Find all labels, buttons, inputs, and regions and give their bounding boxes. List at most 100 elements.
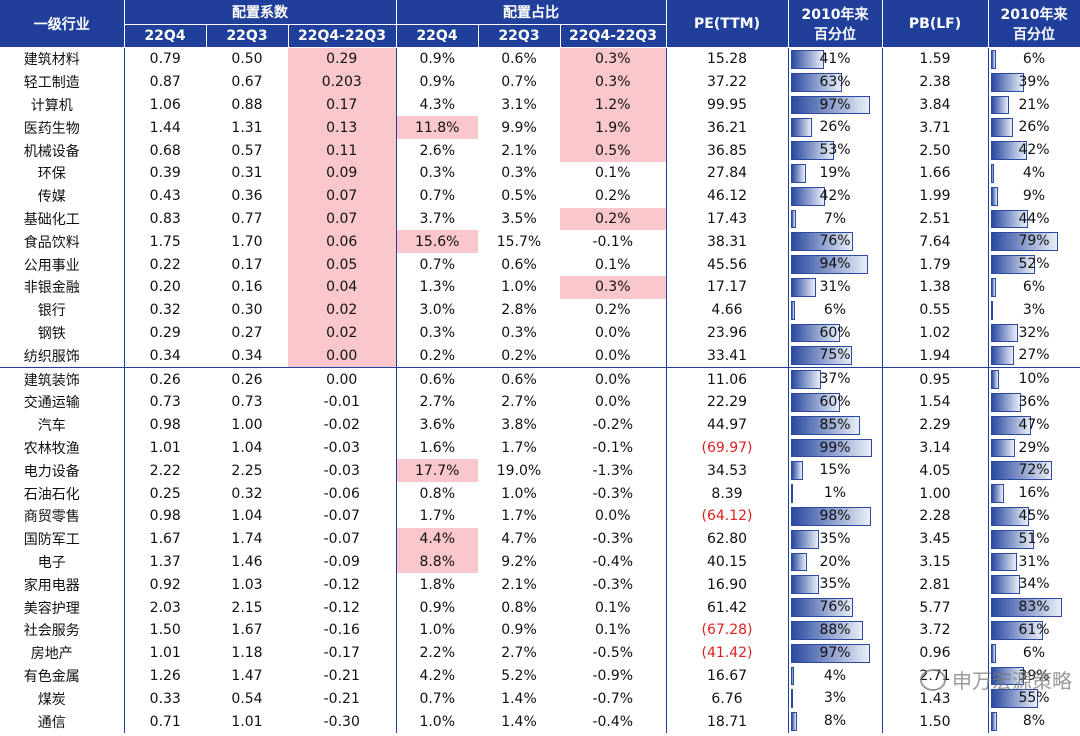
percentile-text: 26%: [819, 119, 851, 136]
pe-percentile: 4%: [788, 664, 883, 688]
coef-diff: -0.07: [288, 504, 397, 528]
pe-percentile: 31%: [788, 275, 883, 299]
pb-value: 0.55: [882, 298, 989, 322]
coef-q3: 1.04: [231, 508, 263, 525]
ratio-q3: 2.8%: [501, 302, 537, 319]
pe-value: 27.84: [666, 161, 789, 185]
header-ratio-q3: 22Q3: [478, 24, 561, 48]
coef-q3: 0.17: [231, 256, 263, 273]
coef-q3: 1.18: [231, 645, 263, 662]
pb-percentile: 42%: [988, 139, 1080, 162]
pb-percentile: 39%: [988, 664, 1080, 688]
coef-q4: 1.37: [149, 553, 181, 570]
coef-q3: 0.57: [231, 142, 263, 159]
percentile-bar: [790, 50, 825, 69]
percentile-bar: [990, 529, 1035, 549]
coef-diff: 0.29: [288, 47, 397, 71]
ratio-q4: 2.7%: [419, 394, 456, 411]
table-row: 基础化工 0.83 0.77 0.07 3.7% 3.5% 0.2% 17.43 7% 2.51 4…: [0, 207, 1080, 231]
coef-diff: 0.05: [288, 253, 397, 276]
coef-q4: 0.33: [149, 690, 181, 707]
industry-name: 有色金属: [0, 664, 125, 688]
percentile-text: 37%: [819, 371, 851, 388]
pb-value: 1.66: [882, 161, 989, 185]
percentile-text: 55%: [1018, 690, 1050, 707]
coef-q4: 0.20: [149, 279, 181, 296]
pb-percentile: 39%: [988, 70, 1080, 94]
industry-name: 纺织服饰: [0, 344, 125, 368]
pb-percentile: 45%: [988, 504, 1080, 528]
pb-value: 2.51: [882, 207, 989, 231]
ratio-q4: 2.6%: [419, 142, 456, 159]
table-row: 银行 0.32 0.30 0.02 3.0% 2.8% 0.2% 4.66 6% 0.55 3%: [0, 298, 1080, 322]
pe-value: 36.85: [666, 139, 789, 162]
percentile-bar: [790, 575, 820, 595]
coef-q3: 1.04: [231, 439, 263, 456]
pe-value: 6.76: [666, 687, 789, 711]
percentile-text: 39%: [1018, 73, 1050, 90]
percentile-text: 52%: [1018, 256, 1050, 273]
ratio-q4: 1.7%: [419, 508, 456, 525]
percentile-bar: [790, 370, 821, 389]
industry-name: 石油石化: [0, 482, 125, 505]
coef-diff: -0.17: [288, 641, 397, 665]
percentile-text: 1%: [823, 485, 847, 502]
pe-value: 37.22: [666, 70, 789, 94]
ratio-diff: -0.3%: [560, 527, 667, 551]
table-row: 汽车 0.98 1.00 -0.02 3.6% 3.8% -0.2% 44.97 85% 2.29…: [0, 413, 1080, 437]
coef-q4: 0.39: [149, 165, 181, 182]
ratio-diff: 0.2%: [560, 207, 667, 231]
percentile-bar: [990, 141, 1027, 160]
pe-value: (69.97): [666, 436, 789, 460]
coef-q4: 0.43: [149, 188, 181, 205]
ratio-diff: 0.0%: [560, 321, 667, 345]
pe-value: 45.56: [666, 253, 789, 276]
pb-percentile: 79%: [988, 230, 1080, 254]
ratio-q3: 0.6%: [501, 51, 537, 68]
ratio-q3: 15.7%: [496, 233, 542, 250]
coef-diff: 0.04: [288, 275, 397, 299]
pe-percentile: 97%: [788, 93, 883, 117]
pb-value: 4.05: [882, 459, 989, 483]
pb-value: 1.79: [882, 253, 989, 276]
table-row: 环保 0.39 0.31 0.09 0.3% 0.3% 0.1% 27.84 19% 1.66 4%: [0, 161, 1080, 185]
ratio-q3: 1.7%: [501, 439, 537, 456]
ratio-q4: 0.7%: [419, 256, 456, 273]
percentile-bar: [990, 118, 1013, 138]
industry-name: 农林牧渔: [0, 436, 125, 460]
ratio-q3: 9.9%: [501, 119, 537, 136]
coef-q3: 1.47: [231, 667, 263, 684]
pb-value: 3.72: [882, 618, 989, 642]
pe-percentile: 19%: [788, 161, 883, 185]
ratio-diff: 0.3%: [560, 70, 667, 94]
percentile-bar: [790, 712, 798, 731]
pb-percentile: 6%: [988, 275, 1080, 299]
percentile-text: 72%: [1018, 462, 1050, 479]
ratio-q4: 4.3%: [419, 96, 456, 113]
pb-percentile: 55%: [988, 687, 1080, 711]
ratio-q4: 0.7%: [419, 188, 456, 205]
ratio-q3: 19.0%: [496, 462, 542, 479]
industry-name: 煤炭: [0, 687, 125, 711]
coef-diff: 0.07: [288, 207, 397, 231]
percentile-text: 35%: [819, 530, 851, 547]
coef-q3: 1.67: [231, 622, 263, 639]
pb-percentile: 29%: [988, 436, 1080, 460]
header-group-ratio: 配置占比: [396, 0, 667, 25]
coef-q4: 0.98: [149, 508, 181, 525]
percentile-text: 76%: [819, 599, 851, 616]
ratio-q4: 1.0%: [419, 713, 456, 730]
table-row: 家用电器 0.92 1.03 -0.12 1.8% 2.1% -0.3% 16.90 35% 2.…: [0, 573, 1080, 597]
coef-diff: 0.13: [288, 116, 397, 140]
pe-value: 11.06: [666, 367, 789, 391]
ratio-q4: 3.6%: [419, 417, 456, 434]
coef-q3: 0.31: [231, 165, 263, 182]
pe-value: (64.12): [666, 504, 789, 528]
percentile-text: 63%: [819, 73, 851, 90]
percentile-bar: [790, 392, 840, 412]
ratio-diff: 0.3%: [560, 47, 667, 71]
pb-percentile: 36%: [988, 390, 1080, 414]
table-row: 石油石化 0.25 0.32 -0.06 0.8% 1.0% -0.3% 8.39 1% 1.00…: [0, 482, 1080, 505]
table-row: 公用事业 0.22 0.17 0.05 0.7% 0.6% 0.1% 45.56 94% 1.79…: [0, 253, 1080, 276]
